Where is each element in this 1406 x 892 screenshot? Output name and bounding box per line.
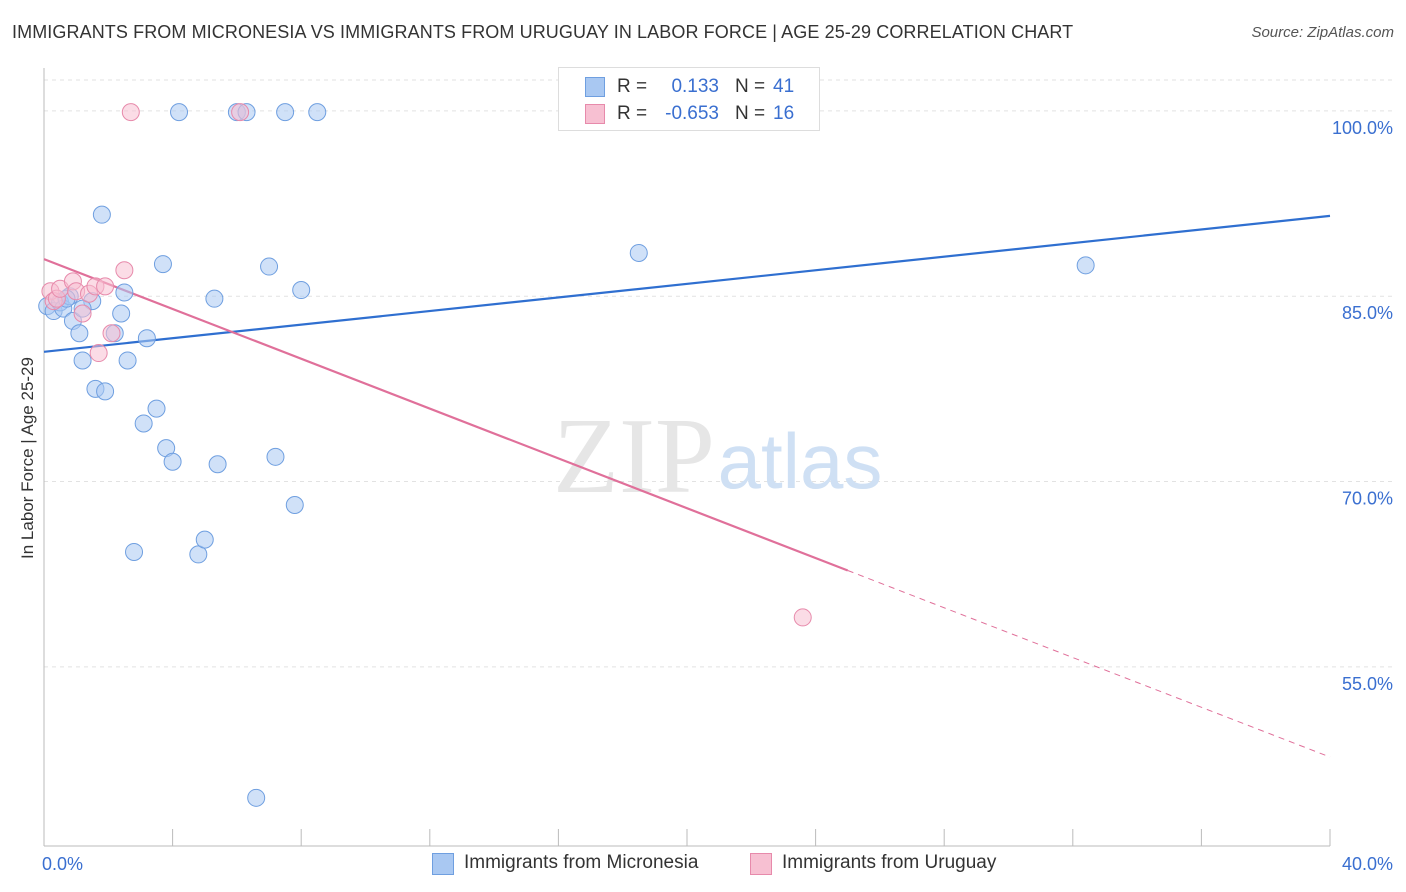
data-point-uruguay (73, 304, 92, 323)
chart-title: IMMIGRANTS FROM MICRONESIA VS IMMIGRANTS… (12, 22, 1074, 42)
x-tick-label: 40.0% (1342, 854, 1393, 874)
data-point-micronesia (70, 324, 89, 343)
r-value: -0.653 (665, 103, 719, 124)
data-points (38, 103, 1095, 807)
data-point-micronesia (276, 103, 295, 122)
r-value: 0.133 (671, 76, 719, 97)
data-point-micronesia (629, 243, 648, 262)
data-point-micronesia (137, 329, 156, 348)
data-point-micronesia (208, 455, 227, 474)
data-point-micronesia (266, 447, 285, 466)
data-point-micronesia (147, 399, 166, 418)
data-point-micronesia (153, 255, 172, 274)
uruguay-swatch (585, 104, 605, 124)
trend-line-micronesia (43, 214, 1331, 353)
legend-swatch-micronesia (432, 853, 454, 875)
stats-box: R = 0.133 N = 41 R = -0.653 N = 16 (558, 67, 820, 131)
data-point-uruguay (115, 261, 134, 280)
legend-label-uruguay: Immigrants from Uruguay (782, 852, 997, 873)
gridlines (44, 79, 1392, 668)
watermark-zip: ZIP (553, 397, 715, 516)
y-tick-label: 55.0% (1342, 674, 1393, 694)
data-point-uruguay (96, 277, 115, 296)
data-point-micronesia (308, 103, 327, 122)
y-axis-label: In Labor Force | Age 25-29 (18, 357, 37, 559)
data-point-micronesia (205, 289, 224, 308)
stats-row-micronesia: R = 0.133 N = 41 (559, 74, 819, 100)
n-value: 41 (773, 76, 795, 97)
micronesia-swatch (585, 77, 605, 97)
n-label: N = (735, 76, 766, 97)
data-point-uruguay (89, 344, 108, 363)
data-point-micronesia (247, 788, 266, 807)
data-point-micronesia (189, 545, 208, 564)
y-tick-label: 70.0% (1342, 489, 1393, 509)
trend-line-uruguay (43, 258, 849, 572)
data-point-micronesia (118, 351, 137, 370)
watermark: ZIP atlas (553, 397, 882, 516)
data-point-micronesia (260, 257, 279, 276)
data-point-micronesia (195, 530, 214, 549)
trend-line-uruguay-extension (847, 570, 1331, 758)
watermark-atlas: atlas (718, 417, 883, 505)
stats-row-uruguay: R = -0.653 N = 16 (559, 101, 819, 127)
axes (43, 68, 1331, 847)
data-point-micronesia (112, 304, 131, 323)
source-label: Source: ZipAtlas.com (1251, 24, 1394, 41)
tick-labels: 55.0% 70.0% 85.0% 100.0% 0.0% 40.0% (42, 118, 1393, 874)
data-point-micronesia (292, 281, 311, 300)
data-point-micronesia (96, 382, 115, 401)
n-label: N = (735, 103, 766, 124)
data-point-micronesia (285, 496, 304, 515)
legend-label-micronesia: Immigrants from Micronesia (464, 852, 699, 873)
data-point-micronesia (115, 283, 134, 302)
data-point-uruguay (231, 103, 250, 122)
data-point-micronesia (163, 452, 182, 471)
data-point-micronesia (92, 205, 111, 224)
r-label: R = (617, 76, 648, 97)
data-point-micronesia (170, 103, 189, 122)
legend-swatch-uruguay (750, 853, 772, 875)
data-point-uruguay (102, 324, 121, 343)
trend-lines (43, 214, 1331, 758)
data-point-micronesia (73, 351, 92, 370)
data-point-uruguay (121, 103, 140, 122)
n-value: 16 (773, 103, 795, 124)
r-label: R = (617, 103, 648, 124)
data-point-micronesia (1076, 256, 1095, 275)
y-tick-label: 100.0% (1332, 118, 1393, 138)
y-tick-label: 85.0% (1342, 303, 1393, 323)
data-point-micronesia (134, 414, 153, 433)
data-point-uruguay (793, 608, 812, 627)
data-point-micronesia (125, 542, 144, 561)
x-tick-label: 0.0% (42, 854, 83, 874)
